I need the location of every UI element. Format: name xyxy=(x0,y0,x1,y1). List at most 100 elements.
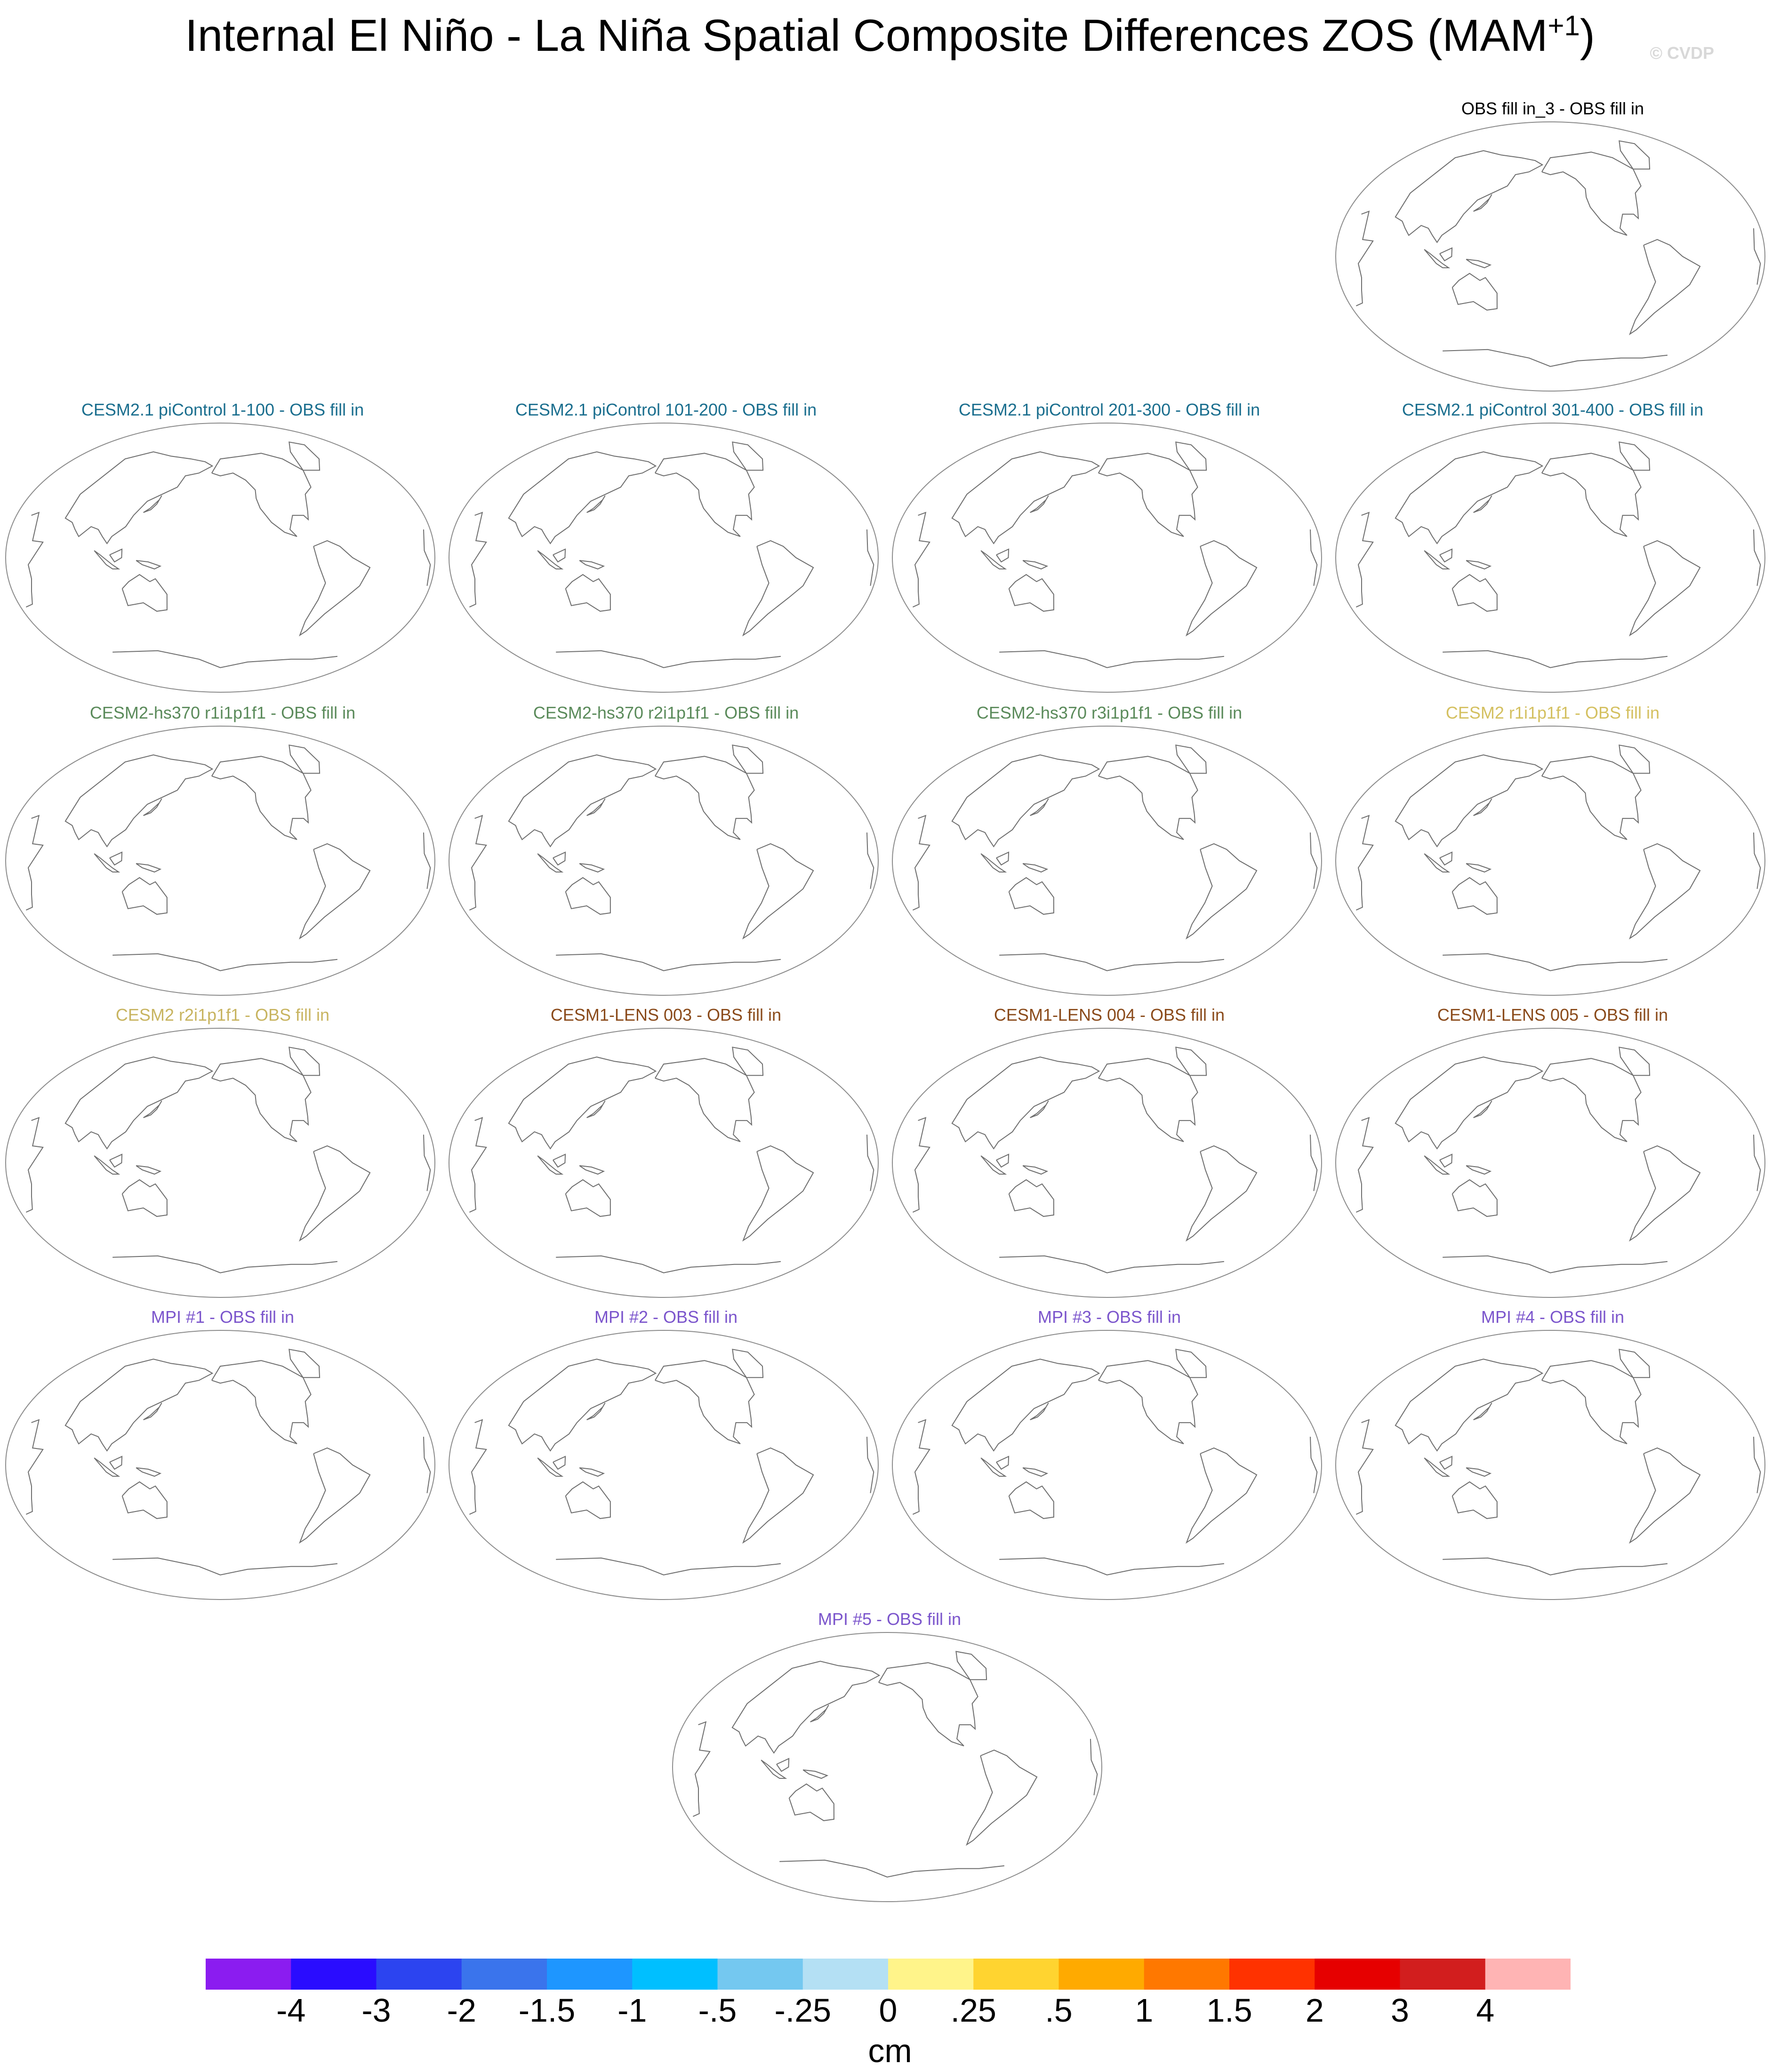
coastline xyxy=(143,1402,162,1421)
coastline xyxy=(996,1456,1010,1470)
map-panel: CESM2.1 piControl 301-400 - OBS fill in xyxy=(1334,400,1772,701)
coastline xyxy=(1186,1145,1258,1242)
coastline xyxy=(556,1557,781,1576)
colorbar-swatch xyxy=(632,1959,718,1990)
world-map xyxy=(1335,726,1765,996)
colorbar-swatch xyxy=(547,1959,633,1990)
coastline xyxy=(980,853,1007,872)
coastline xyxy=(579,863,605,873)
world-map xyxy=(1335,423,1765,693)
coastline xyxy=(64,451,214,544)
map-outline xyxy=(1335,121,1765,392)
coastline xyxy=(25,1117,431,1213)
coastline xyxy=(1443,650,1668,668)
coastline xyxy=(112,953,338,971)
colorbar-tick-label: -1 xyxy=(617,1992,647,2029)
figure-title: Internal El Niño - La Niña Spatial Compo… xyxy=(185,10,1595,61)
coastline xyxy=(1439,851,1453,866)
map-outline xyxy=(449,1330,879,1600)
world-map xyxy=(5,1028,435,1298)
coastline xyxy=(508,754,657,848)
map-panel: MPI #2 - OBS fill in xyxy=(447,1307,885,1608)
coastline xyxy=(556,953,781,971)
map-panel: MPI #5 - OBS fill in xyxy=(671,1609,1108,1911)
map-outline xyxy=(1335,1330,1765,1600)
colorbar-swatch xyxy=(888,1959,974,1990)
coastline xyxy=(1439,548,1453,563)
coastline xyxy=(1443,953,1668,971)
coastline xyxy=(112,1255,338,1273)
map-outline xyxy=(1335,1028,1765,1298)
colorbar-swatch xyxy=(461,1959,547,1990)
coastline xyxy=(955,1651,987,1680)
coastline xyxy=(1030,1100,1049,1119)
colorbar-swatch xyxy=(1229,1959,1315,1990)
coastline xyxy=(1473,194,1492,212)
colorbar-tick-label: -4 xyxy=(276,1992,306,2029)
coastline xyxy=(1022,1165,1049,1175)
coastline xyxy=(121,1179,168,1217)
coastline xyxy=(1424,1457,1451,1477)
coastline xyxy=(1395,150,1544,243)
coastline xyxy=(999,650,1225,668)
coastline xyxy=(1175,1047,1207,1076)
coastline xyxy=(1451,272,1498,311)
panel-title: CESM2 r1i1p1f1 - OBS fill in xyxy=(1445,703,1660,722)
panel-title: CESM2.1 piControl 1-100 - OBS fill in xyxy=(81,400,364,419)
coastline xyxy=(586,495,606,513)
map-outline xyxy=(672,1632,1102,1902)
coastline xyxy=(1008,574,1054,612)
coastline xyxy=(1098,1058,1198,1143)
world-map xyxy=(892,423,1322,693)
map-outline xyxy=(892,1028,1322,1298)
coastline xyxy=(25,1419,431,1515)
coastline xyxy=(469,1419,874,1515)
map-outline xyxy=(5,423,435,693)
coastline xyxy=(211,1360,312,1445)
coastline xyxy=(1395,1359,1544,1452)
coastline xyxy=(732,1349,764,1378)
coastline xyxy=(1175,744,1207,774)
panel-title: MPI #3 - OBS fill in xyxy=(1037,1307,1181,1327)
coastline xyxy=(1629,1447,1701,1544)
coastline xyxy=(742,1145,814,1242)
coastline xyxy=(94,1457,120,1477)
coastline xyxy=(553,1153,566,1168)
coastline xyxy=(1355,1419,1761,1515)
coastline xyxy=(776,1758,790,1772)
coastline xyxy=(742,540,814,637)
coastline xyxy=(143,798,162,816)
coastline xyxy=(1098,756,1198,840)
colorbar-swatch xyxy=(717,1959,803,1990)
coastline xyxy=(1619,1047,1651,1076)
coastline xyxy=(121,574,168,612)
coastline xyxy=(912,1419,1318,1515)
panel-title: CESM2.1 piControl 201-300 - OBS fill in xyxy=(958,400,1260,419)
coastline xyxy=(1541,1360,1642,1445)
coastline xyxy=(579,1467,605,1477)
map-outline xyxy=(892,423,1322,693)
map-panel: CESM2 r2i1p1f1 - OBS fill in xyxy=(4,1005,441,1306)
coastline xyxy=(211,453,312,537)
world-map xyxy=(672,1632,1102,1902)
coastline xyxy=(1466,863,1492,873)
coastline xyxy=(508,451,657,544)
coastline xyxy=(299,1145,371,1242)
coastline xyxy=(980,1155,1007,1175)
colorbar-tick-label: -3 xyxy=(361,1992,391,2029)
coastline xyxy=(1473,495,1492,513)
map-outline xyxy=(5,726,435,996)
coastline xyxy=(1355,1117,1761,1213)
coastline xyxy=(1175,441,1207,471)
colorbar-swatch xyxy=(1400,1959,1486,1990)
coastline xyxy=(996,548,1010,563)
coastline xyxy=(980,550,1007,569)
coastline xyxy=(1424,249,1451,268)
coastline xyxy=(537,1457,564,1477)
coastline xyxy=(565,1179,611,1217)
coastline xyxy=(299,1447,371,1544)
colorbar-swatch xyxy=(291,1959,377,1990)
colorbar-tick-label: 4 xyxy=(1476,1992,1495,2029)
coastline xyxy=(761,1760,787,1779)
coastline xyxy=(1451,877,1498,915)
